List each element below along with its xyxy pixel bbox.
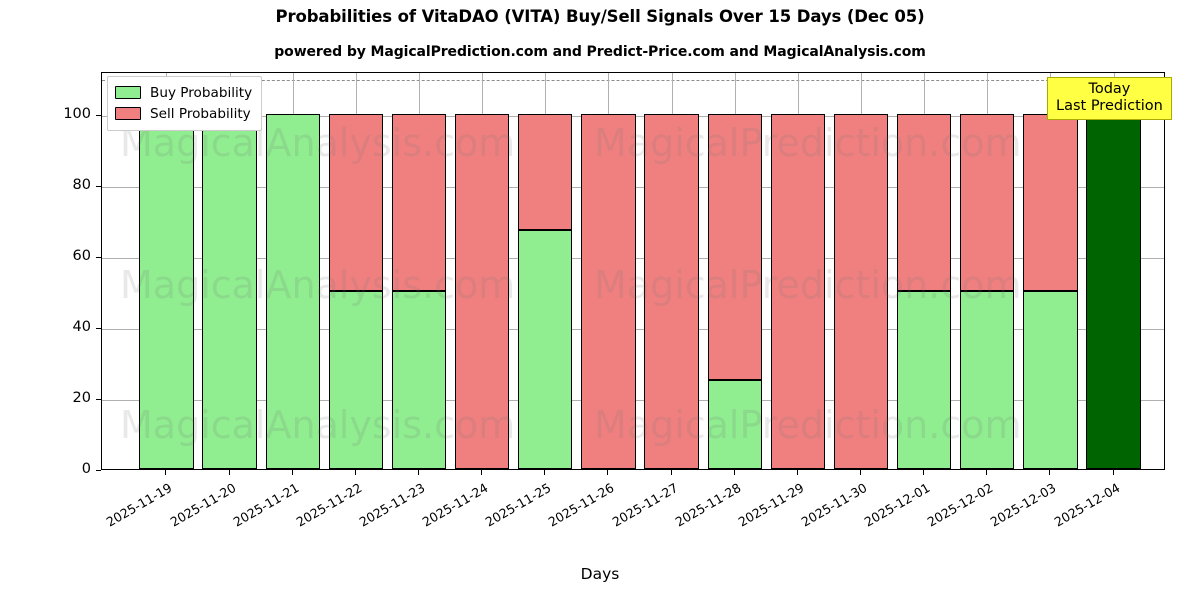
bar-segment-buy — [202, 113, 257, 469]
bar-segment-sell — [518, 113, 573, 230]
x-tick-mark — [165, 470, 166, 475]
y-tick-label: 80 — [72, 176, 91, 193]
bar-segment-sell — [1023, 113, 1078, 292]
x-tick-mark — [734, 470, 735, 475]
legend-label-buy: Buy Probability — [150, 84, 253, 101]
legend-label-sell: Sell Probability — [150, 105, 251, 122]
bar-segment-sell — [707, 113, 762, 381]
bar-2025-11-22[interactable] — [328, 73, 383, 469]
bar-segment-sell — [328, 113, 383, 292]
x-axis-label: Days — [580, 565, 620, 583]
x-tick-mark — [292, 470, 293, 475]
y-tick-mark — [96, 327, 101, 329]
y-tick-mark — [96, 185, 101, 187]
bar-2025-11-23[interactable] — [391, 73, 447, 469]
y-tick-label: 60 — [72, 247, 91, 264]
bar-segment-sell — [454, 113, 510, 469]
legend-swatch-sell — [115, 107, 141, 120]
y-tick-label: 0 — [81, 461, 91, 477]
bar-2025-11-20[interactable] — [202, 73, 257, 469]
today-annotation-line1: Today — [1088, 81, 1131, 97]
x-tick-mark — [355, 470, 356, 475]
y-tick-label: 100 — [63, 105, 91, 122]
reference-dashed-line — [102, 80, 1164, 82]
bar-segment-today — [1086, 113, 1141, 469]
bar-segment-sell — [770, 113, 825, 469]
chart-subtitle: powered by MagicalPrediction.com and Pre… — [274, 44, 926, 60]
x-tick-mark — [607, 470, 608, 475]
x-tick-mark — [986, 470, 987, 475]
today-annotation: Today Last Prediction — [1047, 77, 1172, 121]
chart-legend: Buy Probability Sell Probability — [107, 76, 263, 131]
bar-segment-sell — [833, 113, 889, 469]
bar-2025-11-19[interactable] — [139, 73, 194, 469]
bar-segment-buy — [1023, 291, 1078, 469]
bar-2025-11-24[interactable] — [454, 73, 510, 469]
bar-2025-12-04[interactable] — [1086, 73, 1141, 469]
bar-segment-buy — [518, 229, 573, 469]
x-tick-mark — [1049, 470, 1050, 475]
bar-segment-sell — [897, 113, 952, 292]
x-tick-mark — [923, 470, 924, 475]
y-tick-mark — [96, 470, 101, 471]
x-tick-mark — [1113, 470, 1114, 475]
bar-2025-11-28[interactable] — [707, 73, 762, 469]
bar-2025-12-02[interactable] — [960, 73, 1015, 469]
y-tick-mark — [96, 398, 101, 400]
bar-2025-11-30[interactable] — [833, 73, 889, 469]
x-tick-mark — [544, 470, 545, 475]
bar-2025-11-26[interactable] — [581, 73, 636, 469]
legend-item-buy[interactable]: Buy Probability — [115, 82, 252, 103]
bar-segment-buy — [897, 291, 952, 469]
legend-swatch-buy — [115, 86, 141, 99]
legend-item-sell[interactable]: Sell Probability — [115, 103, 252, 124]
x-tick-mark — [229, 470, 230, 475]
bar-segment-sell — [391, 113, 447, 292]
today-annotation-line2: Last Prediction — [1056, 98, 1163, 115]
bar-segment-buy — [960, 291, 1015, 469]
y-tick-mark — [96, 256, 101, 258]
y-tick-mark — [96, 114, 101, 116]
bar-segment-buy — [265, 113, 320, 469]
x-tick-mark — [418, 470, 419, 475]
bar-segment-sell — [960, 113, 1015, 292]
bar-segment-buy — [139, 113, 194, 469]
x-tick-mark — [797, 470, 798, 475]
bar-segment-buy — [707, 380, 762, 469]
bar-segment-sell — [644, 113, 699, 469]
chart-title: Probabilities of VitaDAO (VITA) Buy/Sell… — [275, 7, 925, 26]
bar-2025-11-29[interactable] — [770, 73, 825, 469]
x-tick-mark — [481, 470, 482, 475]
y-tick-label: 20 — [72, 389, 91, 406]
x-tick-mark — [860, 470, 861, 475]
bar-segment-sell — [581, 113, 636, 469]
plot-area: MagicalAnalysis.comMagicalPrediction.com… — [101, 72, 1165, 470]
x-tick-mark — [671, 470, 672, 475]
bar-2025-12-01[interactable] — [897, 73, 952, 469]
bar-2025-12-03[interactable] — [1023, 73, 1078, 469]
bar-2025-11-25[interactable] — [518, 73, 573, 469]
y-tick-label: 40 — [72, 318, 91, 335]
bar-segment-buy — [391, 291, 447, 469]
bar-2025-11-27[interactable] — [644, 73, 699, 469]
bar-segment-buy — [328, 291, 383, 469]
bar-2025-11-21[interactable] — [265, 73, 320, 469]
